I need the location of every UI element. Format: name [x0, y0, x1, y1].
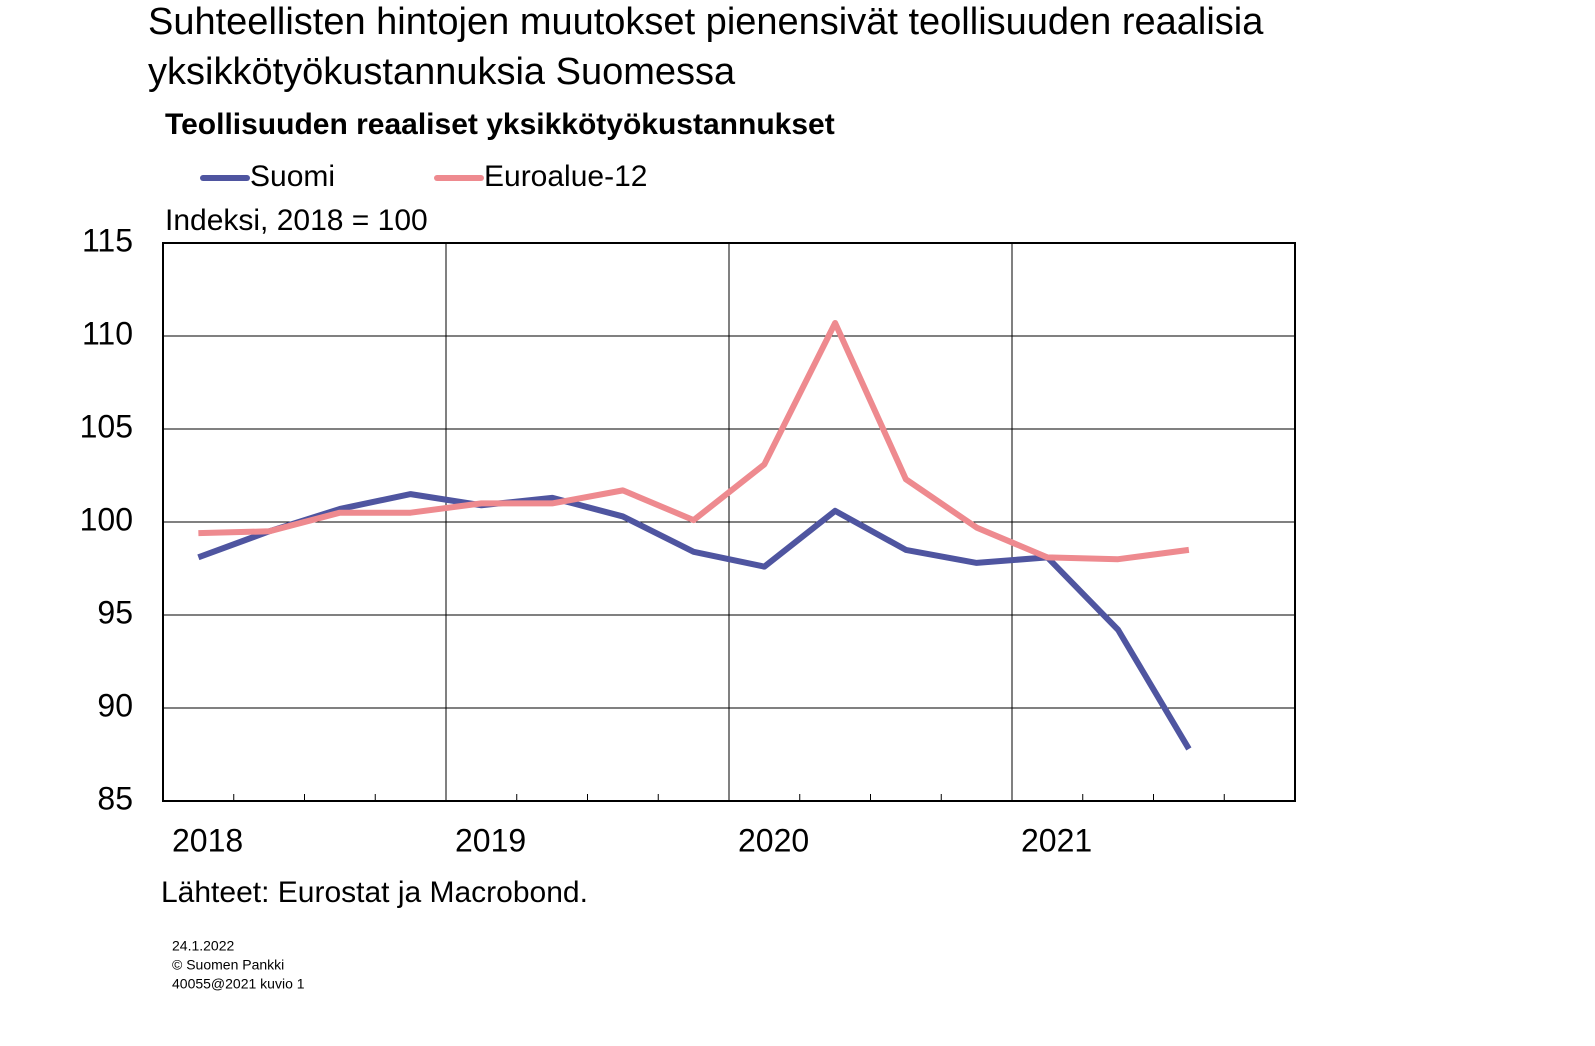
- plot-frame: [162, 242, 1296, 802]
- y-axis-label: Indeksi, 2018 = 100: [165, 204, 428, 237]
- y-tick-label: 90: [97, 687, 133, 723]
- x-tick-label: 2020: [738, 822, 809, 858]
- y-tick-label: 115: [82, 222, 133, 258]
- line-series: [198, 319, 1190, 563]
- footer: © Suomen Pankki: [172, 957, 284, 973]
- y-tick-label: 110: [82, 315, 133, 351]
- chart-title: Suhteellisten hintojen muutokset pienens…: [148, 1, 1264, 43]
- legend-label: Euroalue-12: [484, 160, 647, 193]
- x-tick-label: 2021: [1021, 822, 1092, 858]
- y-tick-label: 105: [80, 408, 133, 444]
- chart-title: yksikkötyökustannuksia Suomessa: [148, 51, 736, 93]
- x-tick-label: 2019: [455, 822, 526, 858]
- y-tick-label: 85: [97, 780, 133, 816]
- footer: 24.1.2022: [172, 938, 234, 954]
- y-tick-label: 95: [97, 594, 133, 630]
- y-tick-label: 100: [80, 501, 133, 537]
- chart-subtitle: Teollisuuden reaaliset yksikkötyökustann…: [165, 108, 835, 141]
- footer: 40055@2021 kuvio 1: [172, 976, 305, 992]
- x-tick-label: 2018: [172, 822, 243, 858]
- line-series: [197, 491, 1192, 751]
- legend-label: Suomi: [250, 160, 335, 193]
- source: Lähteet: Eurostat ja Macrobond.: [161, 876, 588, 909]
